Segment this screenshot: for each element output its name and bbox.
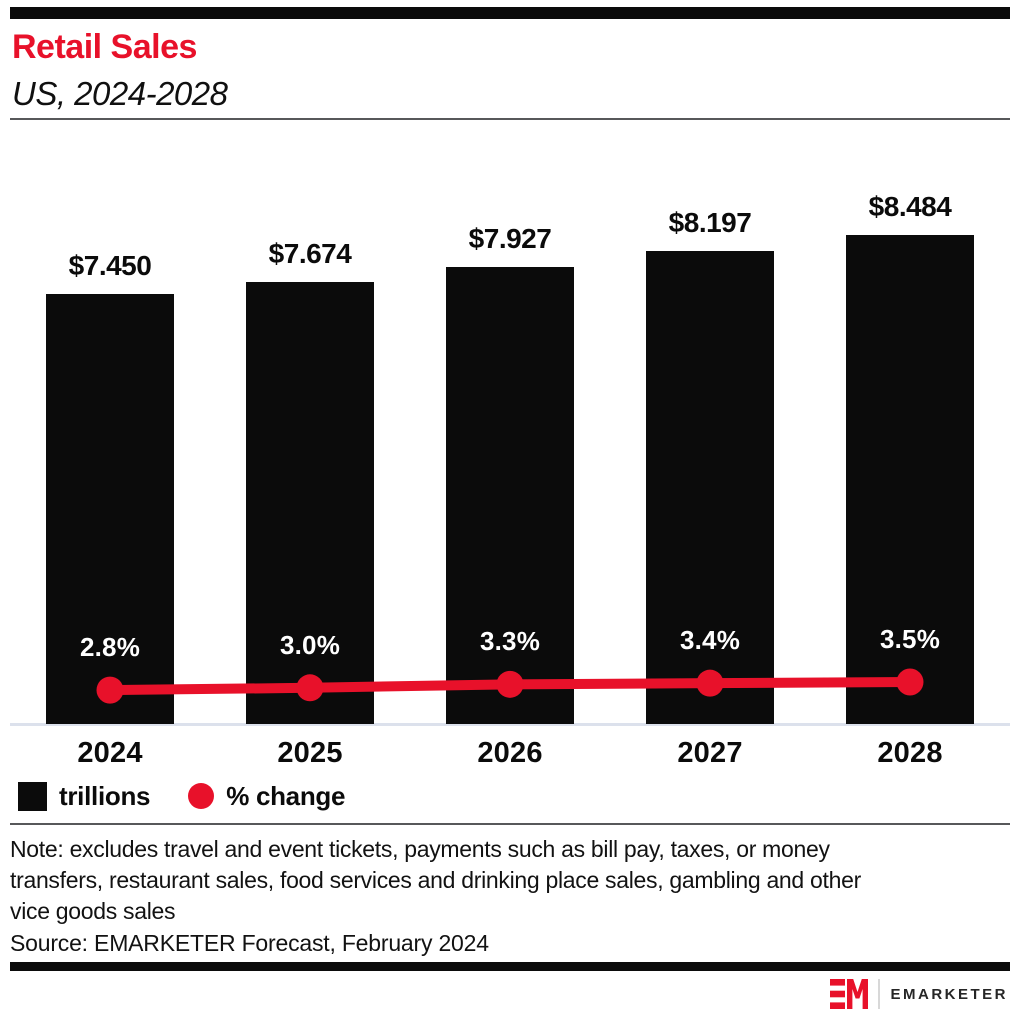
- line-value-label: 3.0%: [279, 629, 341, 660]
- legend: trillions % change: [10, 781, 1010, 811]
- x-axis-line: [10, 723, 1010, 726]
- chart-title: Retail Sales: [12, 28, 197, 66]
- note-line: vice goods sales: [10, 898, 176, 924]
- x-axis-label: 2028: [877, 737, 943, 769]
- bar: [846, 235, 974, 724]
- trillions-swatch-icon: [18, 781, 47, 811]
- note-line: Note: excludes travel and event tickets,…: [10, 836, 830, 862]
- pct-change-swatch-icon: [188, 783, 215, 809]
- x-axis-label: 2025: [277, 737, 343, 769]
- line-value-label: 2.8%: [79, 632, 141, 663]
- footer-divider: [10, 823, 1010, 825]
- line-value-label: 3.5%: [879, 624, 941, 654]
- pct-change-line: [96, 668, 924, 704]
- x-axis-label: 2024: [77, 737, 143, 769]
- line-value-label: 3.3%: [479, 626, 541, 657]
- bar-value-label: $8.484: [868, 191, 952, 222]
- note-text: Note: excludes travel and event tickets,…: [10, 834, 1010, 927]
- bottom-black-bar: [10, 962, 1010, 971]
- bar: [246, 282, 374, 724]
- x-axis-label: 2026: [477, 737, 543, 769]
- logo-divider: [878, 979, 881, 1009]
- chart-subtitle: US, 2024-2028: [12, 75, 228, 112]
- top-black-bar: [10, 7, 1010, 19]
- line-value-label: 3.4%: [679, 625, 741, 656]
- note-line: transfers, restaurant sales, food servic…: [10, 867, 861, 893]
- emarketer-wordmark: EMARKETER: [890, 985, 1008, 1003]
- header-divider: [10, 118, 1010, 120]
- bar-value-label: $8.197: [668, 207, 752, 238]
- bar-value-label: $7.927: [468, 223, 552, 254]
- bar-value-label: $7.450: [68, 250, 152, 281]
- legend-label-trillions: trillions: [59, 780, 151, 811]
- emarketer-logo-icon: [830, 979, 869, 1009]
- bar: [46, 294, 174, 724]
- bar: [446, 267, 574, 724]
- combo-chart: $7.450 2.8% 2024 $7.674 3.0% 2025 $7.927 3.3% 20…: [10, 120, 1010, 775]
- logo-row: EMARKETER: [10, 978, 1010, 1010]
- x-axis-label: 2027: [677, 737, 743, 769]
- legend-label-pct-change: % change: [226, 780, 346, 811]
- bar-value-label: $7.674: [268, 238, 352, 269]
- bar: [646, 251, 774, 724]
- source-text: Source: EMARKETER Forecast, February 202…: [10, 930, 489, 956]
